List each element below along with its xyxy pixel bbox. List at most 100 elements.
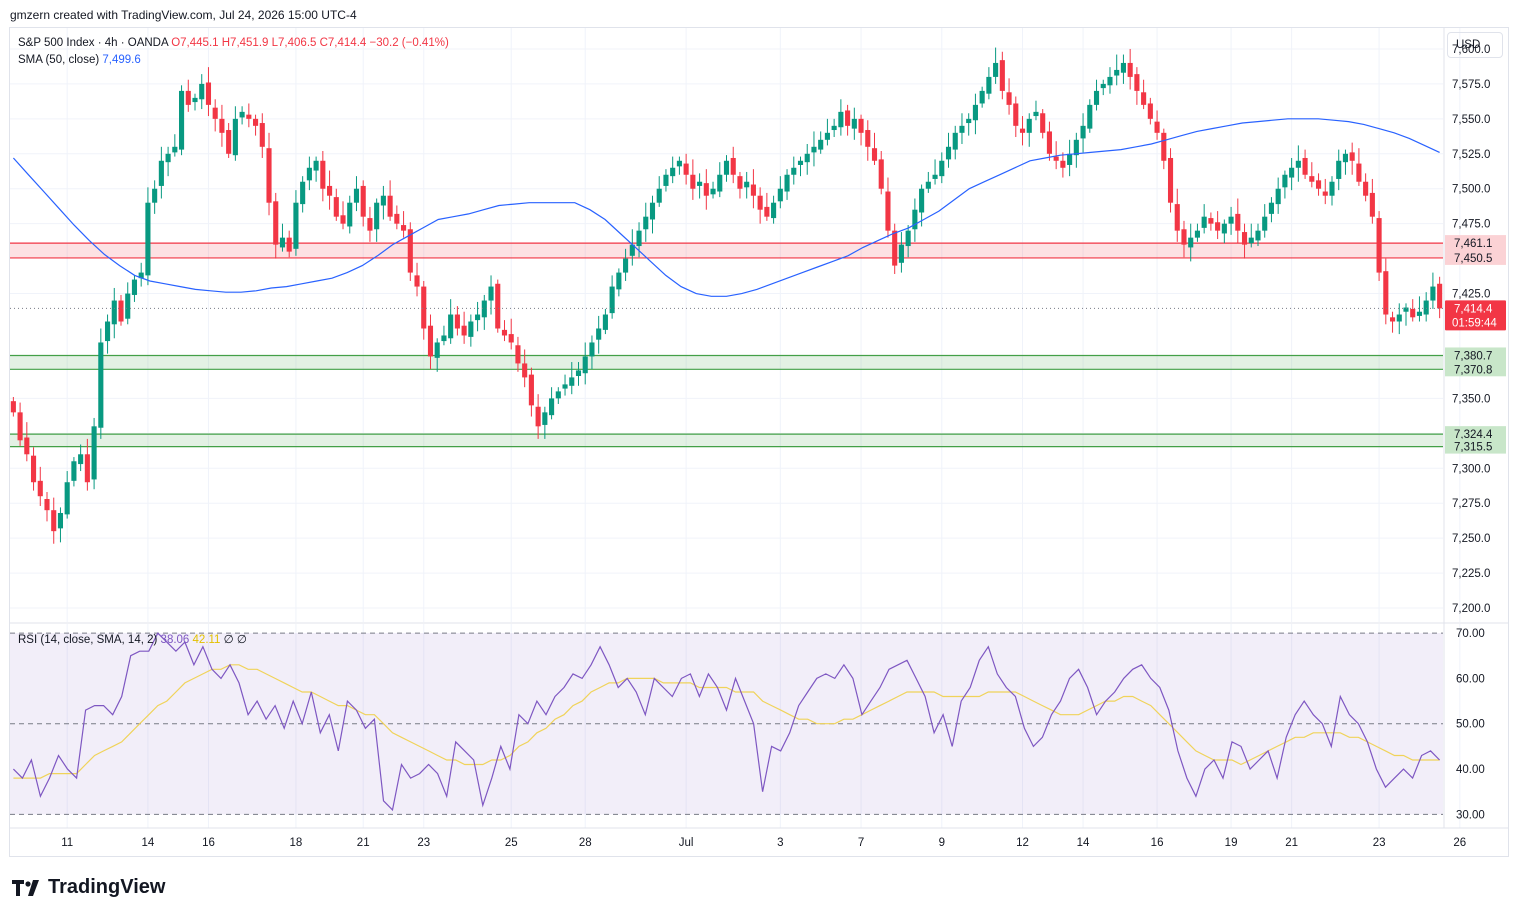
countdown-label: 01:59:44 (1452, 317, 1497, 329)
bull-candle (1275, 188, 1281, 205)
bull-candle (104, 321, 111, 342)
sma-line (12, 118, 1440, 297)
bear-candle (1019, 128, 1026, 133)
rsi-label[interactable]: RSI (14, close, SMA, 14, 2) (18, 634, 158, 646)
bear-candle (401, 225, 407, 231)
bear-candle (407, 229, 413, 273)
bull-candle (125, 293, 131, 319)
tradingview-logo[interactable]: TradingView (12, 876, 165, 899)
bear-candle (871, 148, 878, 161)
price-tick-label: 7,350.0 (1452, 393, 1490, 405)
bear-candle (703, 183, 709, 196)
time-tick-label: 21 (1285, 837, 1298, 849)
brand-name: TradingView (48, 876, 166, 898)
bull-candle (1282, 174, 1288, 188)
bull-candle (131, 279, 138, 295)
bull-candle (158, 160, 164, 186)
bull-candle (966, 118, 972, 124)
bull-candle (811, 146, 817, 153)
time-tick-label: 9 (939, 837, 945, 849)
price-tick-label: 7,500.0 (1452, 184, 1490, 196)
bear-candle (461, 325, 467, 336)
bull-candle (569, 377, 575, 386)
bull-candle (663, 174, 669, 186)
bear-candle (253, 118, 259, 126)
bull-candle (239, 111, 245, 118)
bull-candle (1114, 69, 1120, 76)
bear-candle (10, 401, 16, 413)
rsi-sma-value: 42.11 (192, 634, 221, 646)
time-tick-label: 3 (777, 837, 783, 849)
bull-candle (912, 209, 918, 230)
bull-candle (723, 160, 730, 175)
bear-candle (1437, 283, 1443, 309)
bull-candle (1228, 216, 1234, 224)
bull-candle (925, 181, 931, 189)
bull-candle (851, 118, 857, 129)
bull-candle (293, 202, 299, 249)
bull-candle (972, 104, 978, 121)
time-tick-label: Jul (679, 837, 694, 849)
bull-candle (152, 188, 158, 203)
bull-candle (542, 412, 548, 425)
time-tick-label: 16 (1151, 837, 1164, 849)
bear-candle (394, 213, 400, 224)
bull-candle (172, 146, 178, 153)
bull-candle (939, 160, 945, 177)
bull-candle (57, 512, 64, 529)
bear-candle (37, 480, 43, 497)
price-legend: S&P 500 Index · 4h · OANDA O7,445.1 H7,4… (18, 35, 449, 69)
bull-candle (656, 188, 662, 203)
price-tick-label: 7,475.0 (1452, 219, 1490, 231)
bear-candle (1349, 152, 1355, 161)
rsi-empty-2: ∅ (236, 634, 247, 646)
bear-candle (24, 437, 30, 455)
tradingview-logo-icon (12, 879, 39, 896)
bull-candle (481, 300, 487, 318)
sma-value: 7,499.6 (102, 54, 141, 66)
bear-candle (1060, 160, 1066, 168)
bull-candle (623, 258, 629, 273)
bear-candle (44, 499, 50, 511)
bull-candle (616, 272, 622, 290)
bear-candle (737, 176, 743, 189)
bear-candle (535, 406, 541, 427)
bull-candle (1100, 83, 1106, 89)
bull-candle (306, 167, 312, 181)
bull-candle (468, 321, 474, 337)
bull-candle (649, 202, 656, 220)
bull-candle (589, 342, 595, 357)
price-tick-label: 7,425.0 (1452, 289, 1490, 301)
close-value: C7,414.4 (319, 37, 367, 49)
bear-candle (17, 412, 23, 441)
bear-candle (845, 110, 851, 126)
resistance-price-label: 7,461.1 (1454, 238, 1492, 250)
bull-candle (1107, 76, 1113, 86)
bear-candle (1389, 317, 1396, 322)
bull-candle (1067, 153, 1073, 165)
symbol-title[interactable]: S&P 500 Index · 4h · OANDA (18, 37, 169, 49)
bear-candle (865, 130, 871, 147)
bear-candle (421, 286, 427, 329)
time-tick-label: 18 (290, 837, 303, 849)
bear-candle (885, 191, 891, 231)
bear-candle (286, 237, 292, 252)
bear-candle (219, 118, 225, 133)
bull-candle (313, 160, 319, 171)
bull-candle (1221, 223, 1227, 234)
bull-candle (1430, 286, 1436, 301)
bull-candle (824, 132, 830, 140)
currency-button[interactable]: USD (1447, 32, 1503, 58)
bull-candle (898, 244, 904, 263)
bull-candle (744, 181, 750, 188)
bear-candle (320, 160, 326, 189)
bull-candle (1295, 160, 1301, 168)
bear-candle (367, 218, 373, 231)
bear-candle (185, 90, 191, 105)
bear-candle (1322, 191, 1328, 196)
time-tick-label: 14 (142, 837, 155, 849)
sma-label[interactable]: SMA (50, close) (18, 54, 100, 66)
support-zone (10, 434, 1443, 447)
bear-candle (226, 130, 232, 154)
